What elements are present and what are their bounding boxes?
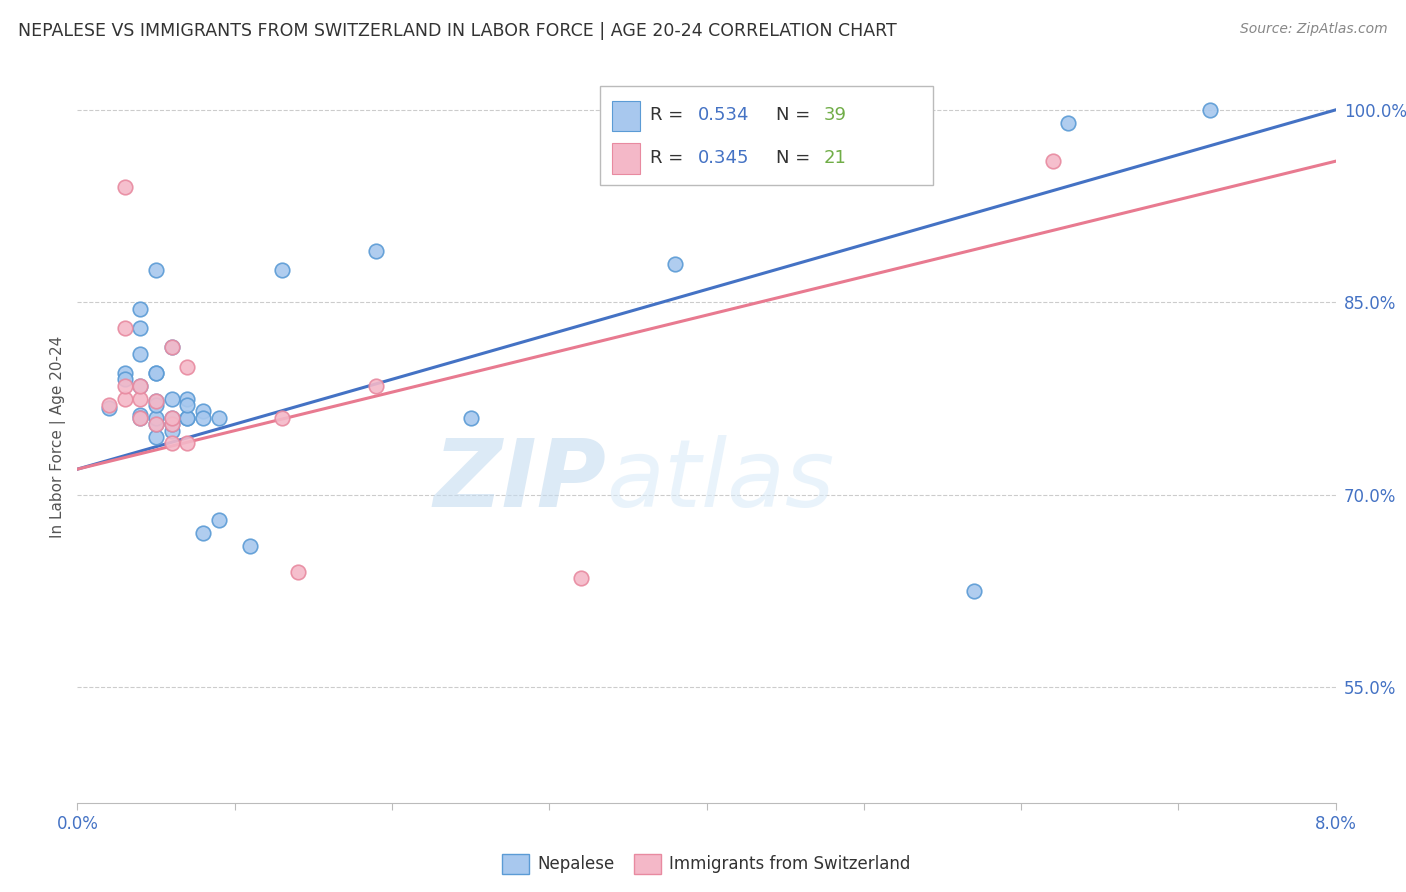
Text: N =: N = <box>776 106 815 124</box>
FancyBboxPatch shape <box>599 86 934 185</box>
Point <box>270 410 292 425</box>
Point <box>160 424 183 438</box>
Point <box>160 436 183 450</box>
Point <box>460 410 482 425</box>
Point <box>114 179 136 194</box>
Point <box>129 321 152 335</box>
Point <box>145 417 167 432</box>
Point <box>114 378 136 392</box>
Point <box>176 410 198 425</box>
Point <box>129 410 152 425</box>
Point <box>160 417 183 432</box>
Point <box>1198 103 1220 117</box>
Y-axis label: In Labor Force | Age 20-24: In Labor Force | Age 20-24 <box>51 336 66 538</box>
Point <box>129 409 152 423</box>
Point <box>366 378 388 392</box>
Point <box>569 571 592 585</box>
Point <box>129 410 152 425</box>
Text: R =: R = <box>650 106 689 124</box>
Point <box>160 340 183 354</box>
Point <box>97 401 120 415</box>
Point <box>176 398 198 412</box>
Point <box>366 244 388 258</box>
Point <box>145 417 167 432</box>
Point <box>145 366 167 380</box>
Point <box>191 404 215 418</box>
Point <box>145 263 167 277</box>
Point <box>160 410 183 425</box>
Point <box>145 398 167 412</box>
Point <box>129 346 152 360</box>
Point <box>664 257 686 271</box>
Point <box>287 565 309 579</box>
Point <box>160 410 183 425</box>
Point <box>114 392 136 406</box>
Text: 39: 39 <box>824 106 846 124</box>
Text: NEPALESE VS IMMIGRANTS FROM SWITZERLAND IN LABOR FORCE | AGE 20-24 CORRELATION C: NEPALESE VS IMMIGRANTS FROM SWITZERLAND … <box>18 22 897 40</box>
Point <box>191 526 215 541</box>
Point <box>114 372 136 386</box>
Point <box>176 359 198 374</box>
Point <box>97 398 120 412</box>
Point <box>191 410 215 425</box>
Point <box>176 392 198 406</box>
Point <box>208 410 231 425</box>
Bar <box>612 143 640 174</box>
Point <box>129 378 152 392</box>
Point <box>208 514 231 528</box>
Point <box>145 366 167 380</box>
Point <box>1057 116 1080 130</box>
Point <box>129 378 152 392</box>
Text: ZIP: ZIP <box>433 435 606 527</box>
Point <box>160 392 183 406</box>
Point <box>145 410 167 425</box>
Text: N =: N = <box>776 149 815 167</box>
Point <box>176 436 198 450</box>
Point <box>114 366 136 380</box>
Point <box>176 410 198 425</box>
Point <box>114 321 136 335</box>
Point <box>963 584 986 599</box>
Text: Source: ZipAtlas.com: Source: ZipAtlas.com <box>1240 22 1388 37</box>
Point <box>129 301 152 316</box>
Legend: Nepalese, Immigrants from Switzerland: Nepalese, Immigrants from Switzerland <box>498 849 915 879</box>
Point <box>129 392 152 406</box>
Point <box>270 263 292 277</box>
Point <box>160 340 183 354</box>
Text: 0.345: 0.345 <box>697 149 749 167</box>
Text: R =: R = <box>650 149 689 167</box>
Point <box>1042 154 1064 169</box>
Point <box>239 539 262 553</box>
Point <box>145 430 167 444</box>
Text: 0.534: 0.534 <box>697 106 749 124</box>
Point <box>145 394 167 409</box>
Point <box>145 394 167 409</box>
Text: 21: 21 <box>824 149 846 167</box>
Bar <box>612 101 640 131</box>
Text: atlas: atlas <box>606 435 834 526</box>
Point <box>160 417 183 432</box>
